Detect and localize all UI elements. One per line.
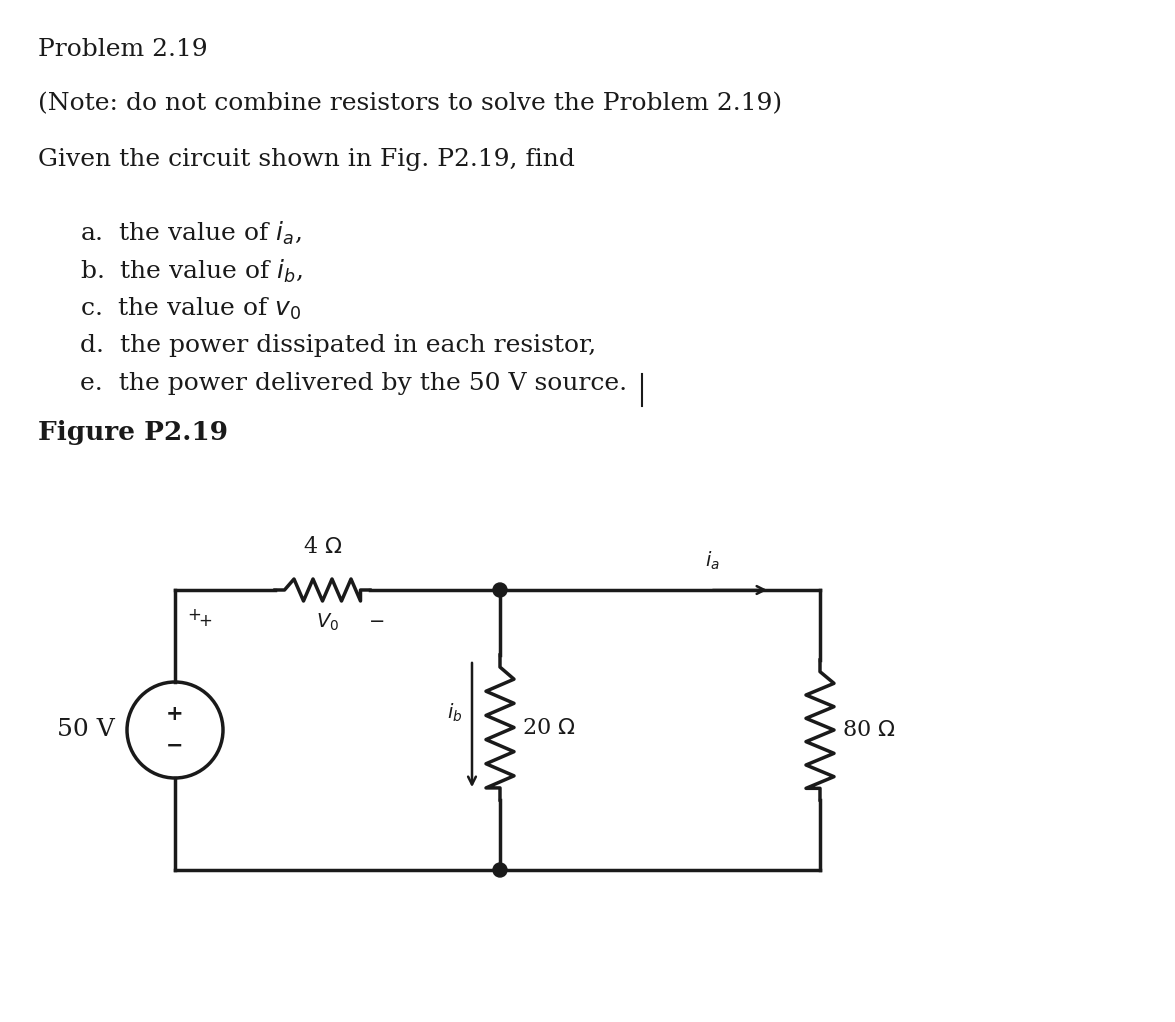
Text: 20 $\Omega$: 20 $\Omega$ (522, 716, 576, 739)
Text: e.  the power delivered by the 50 V source.|: e. the power delivered by the 50 V sourc… (80, 372, 636, 397)
Text: a.  the value of $i_a$,: a. the value of $i_a$, (80, 220, 302, 247)
Text: (Note: do not combine resistors to solve the Problem 2.19): (Note: do not combine resistors to solve… (38, 92, 783, 115)
Text: −: − (166, 736, 183, 756)
Text: 4 $\Omega$: 4 $\Omega$ (303, 536, 342, 558)
Text: b.  the value of $i_b$,: b. the value of $i_b$, (80, 258, 303, 285)
Circle shape (494, 863, 506, 877)
Text: Given the circuit shown in Fig. P2.19, find: Given the circuit shown in Fig. P2.19, f… (38, 148, 575, 171)
Text: +: + (166, 704, 183, 724)
Text: $i_b$: $i_b$ (446, 701, 462, 724)
Text: 80 $\Omega$: 80 $\Omega$ (842, 719, 895, 741)
Text: Problem 2.19: Problem 2.19 (38, 38, 208, 61)
Text: −: − (369, 612, 385, 631)
Text: e.  the power delivered by the 50 V source.: e. the power delivered by the 50 V sourc… (80, 372, 627, 394)
Circle shape (494, 583, 506, 597)
Text: $i_a$: $i_a$ (705, 550, 720, 572)
Text: +: + (187, 606, 201, 624)
Text: $V_0$: $V_0$ (316, 612, 340, 634)
Text: c.  the value of $v_0$: c. the value of $v_0$ (80, 296, 302, 322)
Text: Figure P2.19: Figure P2.19 (38, 420, 228, 445)
Text: d.  the power dissipated in each resistor,: d. the power dissipated in each resistor… (80, 334, 596, 357)
Text: 50 V: 50 V (58, 718, 115, 742)
Text: +: + (199, 612, 212, 630)
